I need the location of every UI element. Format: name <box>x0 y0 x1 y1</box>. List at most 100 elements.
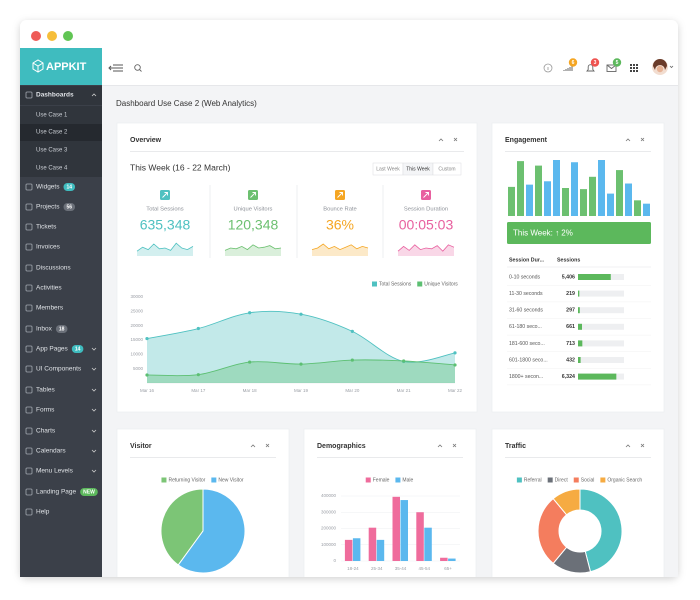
menu-item[interactable]: App Pages <box>36 346 69 353</box>
menu-badge <box>63 203 76 211</box>
menu-badge-text: NEW <box>83 490 95 496</box>
menu-item[interactable]: Tickets <box>36 224 57 231</box>
card-title: Traffic <box>505 443 526 450</box>
area-fill <box>147 359 455 383</box>
minimize-button[interactable] <box>47 31 57 41</box>
card-collapse[interactable] <box>437 444 443 448</box>
progress-bar <box>578 340 583 347</box>
card-close[interactable] <box>640 137 645 142</box>
card-close[interactable] <box>452 443 457 448</box>
menu-item[interactable]: Widgets <box>36 184 60 191</box>
activity-button[interactable] <box>563 66 573 71</box>
x-tick-label: Mar 22 <box>448 388 463 393</box>
table-value: 5,406 <box>562 274 575 280</box>
submenu-item[interactable]: Use Case 3 <box>36 148 68 154</box>
point <box>248 360 252 364</box>
menu-item[interactable]: Menu Levels <box>36 468 74 475</box>
notifications-button[interactable] <box>586 64 595 72</box>
progress-bar <box>578 323 583 330</box>
table-header: Session Dur... <box>509 257 545 263</box>
card-collapse[interactable] <box>625 444 631 448</box>
menu-badge <box>55 325 68 333</box>
x-tick-label: Mar 19 <box>294 388 309 393</box>
table-header: Sessions <box>557 257 580 263</box>
expand-caret <box>91 449 97 453</box>
legend-swatch <box>211 477 217 483</box>
tab-label[interactable]: Last Week <box>376 167 400 173</box>
menu-icon <box>25 325 33 333</box>
menu-item[interactable]: Tables <box>36 387 56 394</box>
menu-item[interactable]: UI Components <box>36 366 82 373</box>
submenu-item[interactable]: Use Case 2 <box>36 130 68 136</box>
card-close[interactable] <box>453 137 458 142</box>
submenu-item[interactable]: Use Case 4 <box>36 166 68 172</box>
tab-label[interactable]: This Week <box>406 167 430 173</box>
progress-track <box>578 357 624 363</box>
notification-badge <box>568 58 578 67</box>
menu-icon <box>25 406 33 414</box>
legend-label: Returning Visitor <box>168 477 205 483</box>
progress-bar <box>578 307 580 314</box>
menu-item[interactable]: Help <box>36 509 50 516</box>
expand-caret <box>91 408 97 412</box>
card-title: Demographics <box>317 443 366 450</box>
menu-item[interactable]: Dashboards <box>36 92 74 99</box>
legend-label: Female <box>373 477 390 483</box>
progress-track <box>578 340 624 347</box>
card-collapse[interactable] <box>438 138 444 142</box>
logo-area <box>20 48 102 85</box>
bar <box>598 160 605 216</box>
table-value: 432 <box>566 357 575 363</box>
card-close[interactable] <box>640 443 645 448</box>
progress-bar <box>578 290 580 297</box>
card-collapse[interactable] <box>625 138 631 142</box>
y-tick-label: 30000 <box>130 294 143 299</box>
page-title: Dashboard Use Case 2 (Web Analytics) <box>116 99 257 108</box>
bar <box>616 170 623 216</box>
user-menu-caret[interactable] <box>669 65 674 69</box>
legend-label: Direct <box>555 477 569 483</box>
menu-item[interactable]: Inbox <box>36 326 53 333</box>
x-tick-label: 45-54 <box>419 566 431 571</box>
menu-item[interactable]: Calendars <box>36 448 66 455</box>
menu-item[interactable]: Members <box>36 305 64 312</box>
tab-label[interactable]: Custom <box>438 167 455 173</box>
menu-toggle[interactable] <box>108 64 123 72</box>
tab[interactable] <box>432 162 462 176</box>
menu-item[interactable]: Discussions <box>36 265 71 272</box>
info-button[interactable] <box>543 63 553 73</box>
close-button[interactable] <box>31 31 41 41</box>
summary-bar <box>507 222 651 244</box>
menu-item[interactable]: Projects <box>36 204 60 211</box>
apps-button[interactable] <box>630 64 638 72</box>
card-collapse[interactable] <box>250 444 256 448</box>
maximize-button[interactable] <box>63 31 73 41</box>
point <box>145 373 149 377</box>
legend-label: Total Sessions <box>379 281 412 287</box>
stat-icon-arrow <box>337 192 343 198</box>
messages-button[interactable] <box>606 64 617 72</box>
notification-badge <box>590 58 600 67</box>
y-tick-label: 400000 <box>321 493 337 498</box>
menu-item[interactable]: Activities <box>36 285 62 292</box>
menu-item[interactable]: Invoices <box>36 244 61 251</box>
submenu-item[interactable]: Use Case 1 <box>36 113 68 119</box>
card-close[interactable] <box>265 443 270 448</box>
bar <box>400 500 408 561</box>
bar <box>424 527 432 561</box>
user-avatar[interactable] <box>652 59 668 75</box>
menu-item[interactable]: Landing Page <box>36 489 77 496</box>
table-value: 297 <box>566 308 575 314</box>
y-tick-label: 0 <box>333 558 336 563</box>
card-title: Visitor <box>130 443 152 450</box>
point <box>402 359 406 363</box>
card <box>303 428 477 577</box>
menu-item[interactable]: Forms <box>36 407 55 414</box>
menu-item[interactable]: Charts <box>36 428 56 435</box>
search-button[interactable] <box>134 64 142 72</box>
stat-label: Unique Visitors <box>234 207 273 213</box>
logo[interactable]: APPKIT <box>46 61 87 73</box>
menu-icon <box>25 223 33 231</box>
